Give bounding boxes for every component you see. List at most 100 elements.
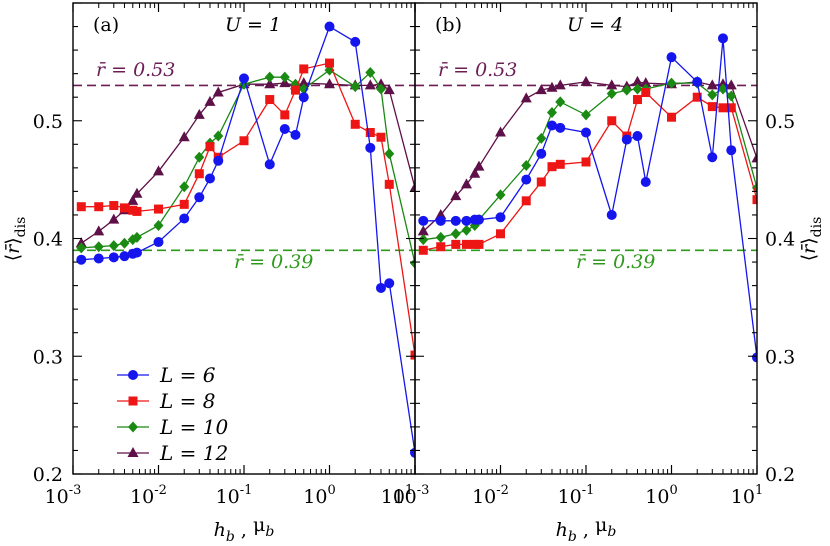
circle-marker <box>365 142 376 153</box>
x-tick-label: 100 <box>303 483 335 508</box>
diamond-marker <box>279 71 290 83</box>
reference-label-039: r̄ = 0.39 <box>234 251 313 273</box>
y-tick-label-left: 0.2 <box>33 464 63 486</box>
circle-marker <box>450 215 461 226</box>
square-marker <box>109 201 119 211</box>
x-tick-label: 101 <box>731 483 763 508</box>
triangle-marker <box>127 447 139 457</box>
circle-marker <box>418 215 429 226</box>
square-marker <box>752 195 757 205</box>
circle-marker <box>632 131 643 142</box>
square-marker <box>718 103 728 113</box>
circle-marker <box>324 21 335 32</box>
circle-marker <box>473 214 484 225</box>
circle-marker <box>546 120 557 131</box>
x-axis-title: hb , μb <box>214 514 275 545</box>
panel-tag: (a) <box>93 14 119 36</box>
x-tick-label: 100 <box>645 483 677 508</box>
triangle-marker <box>264 78 276 89</box>
diamond-marker <box>717 83 728 95</box>
y-axis-title-left: ⟨r̄⟩dis <box>2 217 29 262</box>
reference-label-053: r̄ = 0.53 <box>96 59 175 81</box>
square-marker <box>536 177 546 187</box>
diamond-marker <box>536 132 547 144</box>
square-marker <box>194 169 204 179</box>
square-marker <box>280 110 290 120</box>
square-marker <box>496 229 505 239</box>
circle-marker <box>521 174 532 185</box>
diamond-marker <box>450 228 461 240</box>
circle-marker <box>179 213 190 224</box>
circle-marker <box>350 36 361 47</box>
circle-marker <box>495 212 506 223</box>
triangle-marker <box>364 79 376 90</box>
diamond-marker <box>119 237 130 249</box>
triangle-marker <box>473 160 485 171</box>
triangle-marker <box>631 75 643 86</box>
diamond-marker <box>621 84 632 96</box>
triangle-marker <box>153 165 164 176</box>
triangle-marker <box>212 86 224 97</box>
diamond-marker <box>632 83 643 95</box>
triangle-marker <box>324 78 335 89</box>
panel-title: U = 4 <box>567 14 623 36</box>
circle-marker <box>621 134 632 145</box>
legend-label: L = 6 <box>159 363 216 387</box>
triangle-marker <box>717 78 729 89</box>
square-marker <box>350 119 360 129</box>
diamond-marker <box>93 241 104 253</box>
circle-marker <box>606 209 617 220</box>
circle-marker <box>298 92 309 103</box>
panel-b: 10-3 10-2 10-1 100 101 (b) U = 4 r̄ = 0.53 r̄ = … <box>393 2 763 508</box>
circle-marker <box>536 148 547 159</box>
square-marker <box>726 103 736 113</box>
diamond-marker <box>76 242 87 254</box>
triangle-marker <box>75 237 87 248</box>
square-marker <box>76 202 86 212</box>
square-marker <box>154 204 163 214</box>
diamond-marker <box>546 107 557 119</box>
diamond-marker <box>264 71 275 83</box>
circle-marker <box>555 122 566 133</box>
y-axis-title-right: ⟨r̄⟩dis <box>798 217 825 262</box>
triangle-marker <box>417 225 429 236</box>
circle-marker <box>108 252 119 263</box>
reference-label-039: r̄ = 0.39 <box>576 251 655 273</box>
y-tick-label-left: 0.3 <box>33 346 63 368</box>
legend-item: L = 6 <box>117 363 216 387</box>
diamond-marker <box>555 96 566 108</box>
circle-marker <box>239 73 249 84</box>
square-marker <box>205 142 215 152</box>
y-tick-label-right: 0.3 <box>765 346 795 368</box>
diamond-marker <box>752 182 757 194</box>
diamond-marker <box>461 224 472 236</box>
circle-marker <box>461 215 472 226</box>
circle-marker <box>666 52 677 63</box>
triangle-marker <box>706 79 718 90</box>
x-tick-label: 10-1 <box>216 483 253 508</box>
diamond-marker <box>365 66 376 78</box>
legend: L = 6L = 8L = 10L = 12 <box>117 363 228 465</box>
x-tick-label: 10-3 <box>45 483 82 508</box>
panel-a: 10-3 10-2 10-1 100 101 (a) U = 1 r̄ = 0.53 r̄ = … <box>45 2 416 508</box>
square-marker <box>521 196 531 206</box>
y-tick-label-right: 0.5 <box>765 111 795 133</box>
x-tick-label: 10-1 <box>558 483 595 508</box>
diamond-marker <box>581 109 591 121</box>
series-line <box>81 69 415 264</box>
square-marker <box>239 136 249 146</box>
square-marker <box>451 239 461 249</box>
y-tick-label-right: 0.2 <box>765 464 795 486</box>
circle-marker <box>204 173 215 184</box>
x-tick-label: 10-2 <box>130 483 167 508</box>
x-axis-title: hb , μb <box>556 514 617 545</box>
square-marker <box>707 102 717 112</box>
square-marker <box>365 128 375 138</box>
x-tick-label: 101 <box>381 483 413 508</box>
diamond-marker <box>726 90 737 102</box>
triangle-marker <box>450 190 462 201</box>
circle-marker <box>76 254 87 265</box>
square-marker <box>376 132 386 142</box>
legend-item: L = 12 <box>117 441 228 465</box>
circle-marker <box>375 282 386 293</box>
